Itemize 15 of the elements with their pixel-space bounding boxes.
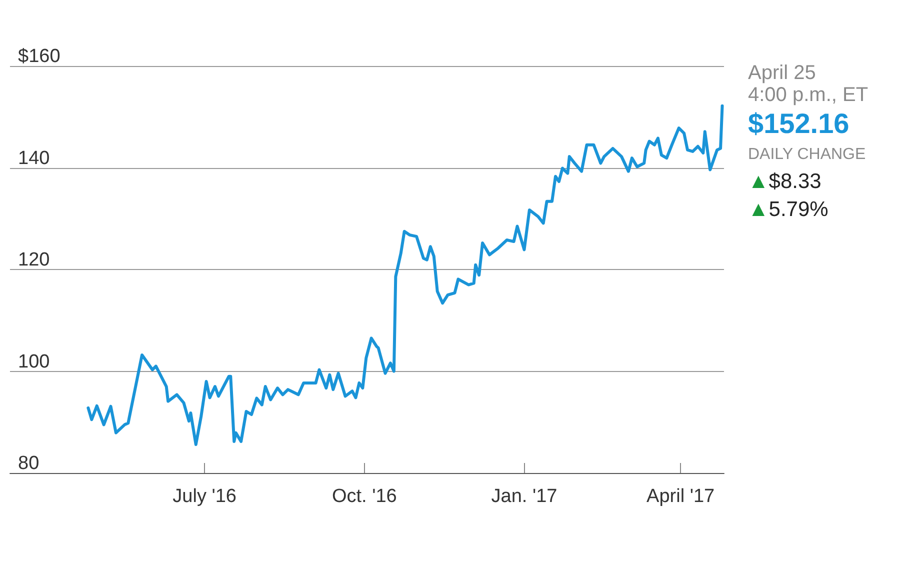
text: ▲5.79% bbox=[748, 197, 830, 223]
y-tick-label: 120 bbox=[18, 250, 50, 270]
text: DAILY CHANGE bbox=[748, 145, 867, 165]
y-tick-label: 100 bbox=[18, 351, 50, 372]
y-tick-label: $160 bbox=[18, 46, 60, 67]
x-tick-label: Oct. '16 bbox=[332, 486, 397, 507]
text: ▲$8.33 bbox=[748, 169, 822, 195]
text: 4:00 p.m., ET bbox=[748, 84, 870, 106]
y-tick-label: 80 bbox=[18, 453, 40, 474]
y-tick-label: 140 bbox=[18, 148, 50, 169]
x-tick-label: July '16 bbox=[172, 486, 236, 507]
text: $152.16 bbox=[748, 107, 850, 141]
x-tick-label: Jan. '17 bbox=[491, 486, 558, 507]
text: April 25 bbox=[748, 62, 817, 84]
x-tick-label: April '17 bbox=[646, 486, 715, 507]
